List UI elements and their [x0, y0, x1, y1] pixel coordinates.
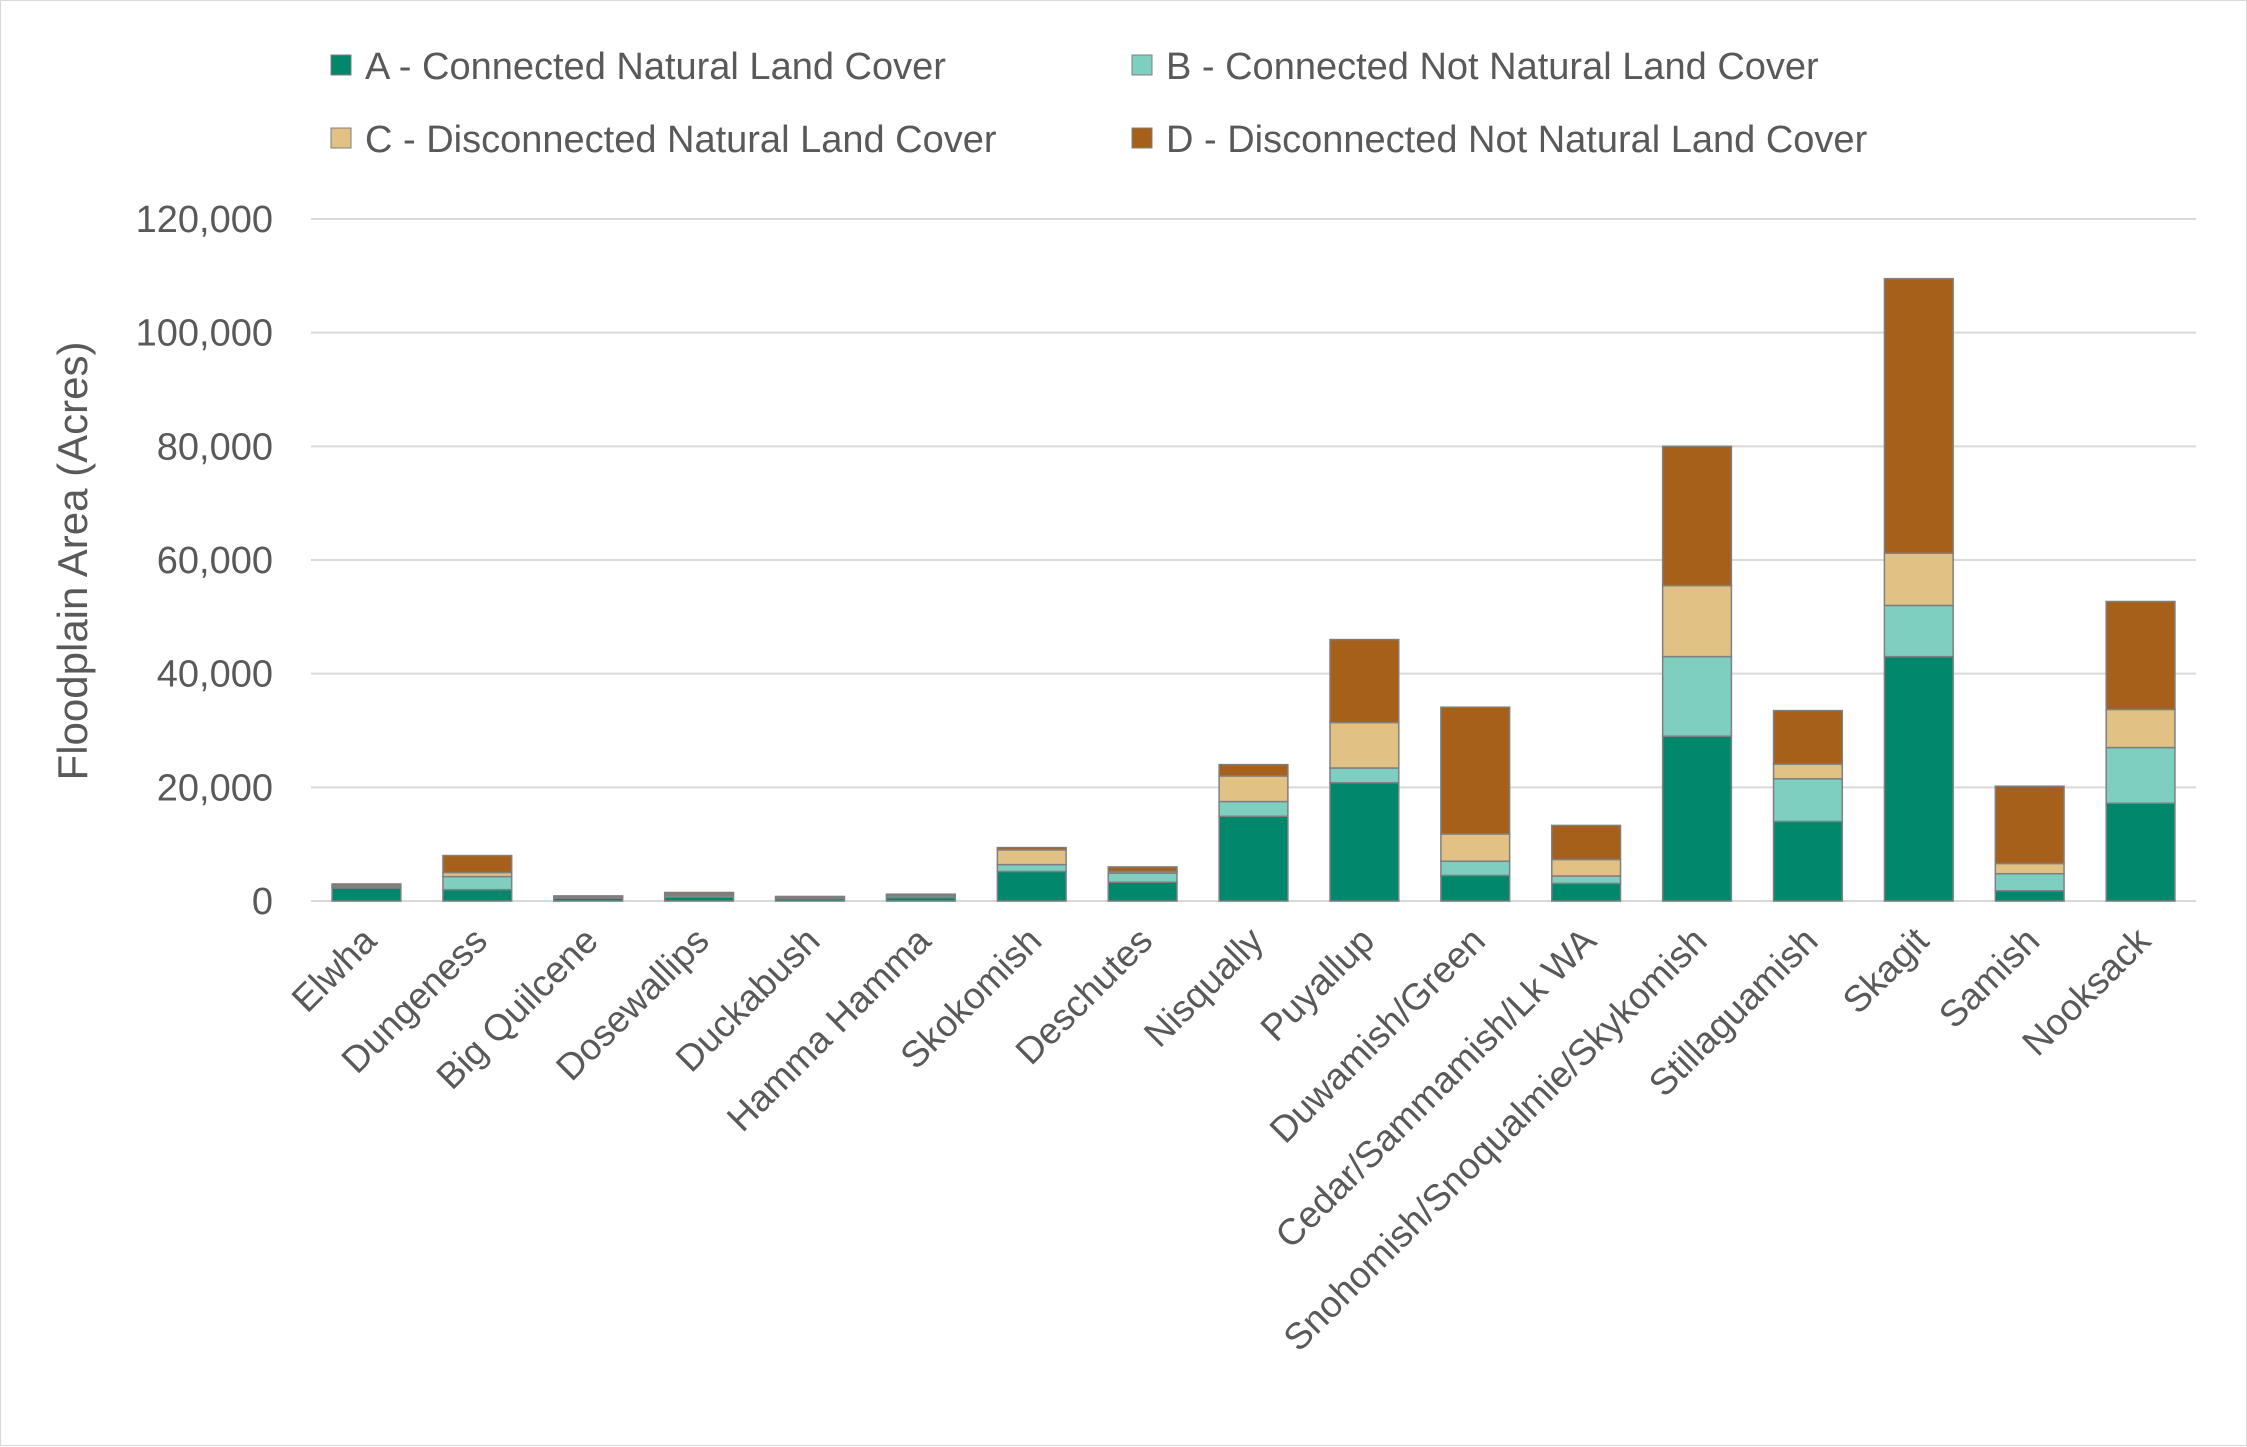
x-category-label: Skagit — [1835, 919, 1937, 1021]
gridlines — [311, 218, 2196, 902]
bar-segment-b — [2105, 746, 2176, 804]
bar-segment-a — [331, 887, 402, 902]
y-tick-label: 100,000 — [136, 313, 273, 355]
legend-label: C - Disconnected Natural Land Cover — [365, 119, 997, 161]
bar-segment-d — [774, 895, 846, 898]
bar-segment-d — [663, 891, 735, 895]
bar-segment-a — [1772, 820, 1844, 902]
bar-segment-d — [553, 895, 624, 898]
bar-segment-d — [1329, 638, 1400, 724]
bar-segment-a — [442, 888, 513, 902]
legend-label: A - Connected Natural Land Cover — [365, 46, 946, 88]
y-tick-label: 20,000 — [157, 767, 273, 809]
bar-segment-d — [2105, 600, 2176, 711]
legend-swatch — [330, 127, 352, 149]
legend-swatch — [1131, 54, 1153, 76]
bar-segment-d — [1772, 709, 1844, 765]
bar-segment-a — [1883, 655, 1954, 902]
bar-segment-c — [2105, 708, 2176, 749]
bar-segment-c — [1440, 833, 1511, 862]
bar-segment-a — [1551, 882, 1622, 902]
bar-segment-d — [1883, 277, 1954, 554]
bar-segment-d — [1994, 785, 2065, 865]
bar-segment-c — [1329, 721, 1400, 769]
x-category-label: Nisqually — [1136, 919, 1271, 1054]
y-axis-ticks: 0 20,000 40,000 60,000 80,000 100,000 120,000 — [136, 199, 273, 923]
bar-segment-c — [996, 849, 1067, 866]
y-tick-label: 120,000 — [136, 199, 273, 241]
bar-segment-b — [1329, 767, 1400, 784]
bar-segment-c — [1883, 552, 1954, 607]
bar-segment-b — [1772, 778, 1844, 823]
legend-label: D - Disconnected Not Natural Land Cover — [1166, 119, 1868, 161]
bar-segment-a — [1440, 874, 1511, 902]
bars — [331, 277, 2176, 902]
bar-segment-d — [442, 854, 513, 874]
legend-swatch — [330, 54, 352, 76]
bar-segment-d — [996, 846, 1067, 851]
bar-segment-b — [1107, 872, 1178, 883]
bar-segment-c — [1661, 584, 1733, 658]
bar-segment-b — [1883, 604, 1954, 658]
bar-segment-a — [1329, 782, 1400, 902]
bar-segment-a — [1218, 815, 1289, 902]
bar-segment-d — [1107, 866, 1178, 873]
bar-segment-c — [1218, 775, 1289, 803]
bar-segment-a — [1107, 881, 1178, 902]
bar-segment-d — [331, 883, 402, 887]
y-tick-label: 60,000 — [157, 540, 273, 582]
y-tick-label: 0 — [252, 881, 273, 923]
bar-segment-c — [1994, 862, 2065, 875]
bar-segment-a — [2105, 802, 2176, 902]
legend-label: B - Connected Not Natural Land Cover — [1166, 46, 1819, 88]
bar-segment-b — [1218, 800, 1289, 818]
bar-segment-d — [1218, 763, 1289, 777]
bar-segment-d — [1661, 445, 1733, 587]
y-tick-label: 80,000 — [157, 426, 273, 468]
bar-segment-b — [996, 863, 1067, 873]
y-axis-title: Floodplain Area (Acres) — [49, 342, 96, 781]
bar-segment-c — [1772, 763, 1844, 780]
bar-segment-a — [1994, 890, 2065, 902]
bar-segment-c — [1551, 858, 1622, 877]
legend: A - Connected Natural Land Cover B - Conn… — [330, 46, 1868, 161]
bar-segment-d — [885, 893, 956, 897]
bar-segment-b — [1661, 655, 1733, 737]
bar-segment-b — [1440, 860, 1511, 877]
legend-swatch — [1131, 127, 1153, 149]
bar-segment-a — [1661, 735, 1733, 902]
y-tick-label: 40,000 — [157, 654, 273, 696]
bar-segment-d — [1551, 824, 1622, 861]
bar-segment-b — [1994, 872, 2065, 892]
bar-segment-b — [442, 875, 513, 891]
bar-segment-a — [996, 870, 1067, 902]
x-category-label: Elwha — [284, 919, 385, 1020]
bar-segment-b — [1551, 875, 1622, 885]
x-category-label: Hamma Hamma — [719, 919, 939, 1139]
bar-segment-d — [1440, 706, 1511, 835]
